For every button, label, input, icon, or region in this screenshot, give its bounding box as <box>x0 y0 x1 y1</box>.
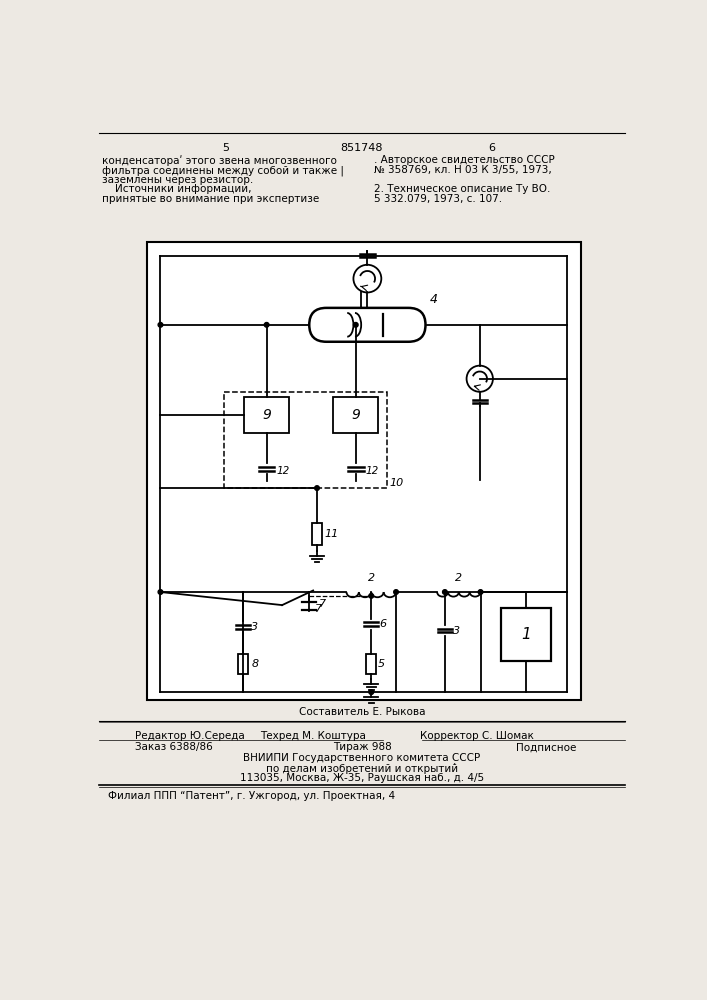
Text: 12: 12 <box>276 466 290 476</box>
Bar <box>238 654 248 674</box>
Text: Составитель Е. Рыкова: Составитель Е. Рыкова <box>298 707 425 717</box>
Text: 2: 2 <box>455 573 462 583</box>
Text: заземлены через резистор.: заземлены через резистор. <box>102 175 253 185</box>
Text: 5: 5 <box>378 659 385 669</box>
Bar <box>501 608 551 661</box>
Text: 851748: 851748 <box>341 143 383 153</box>
Circle shape <box>394 590 398 594</box>
Text: 9: 9 <box>262 408 271 422</box>
Text: 1: 1 <box>521 627 531 642</box>
Text: Источники информации,: Источники информации, <box>102 184 251 194</box>
Bar <box>146 242 580 700</box>
Text: 7: 7 <box>315 604 322 614</box>
Circle shape <box>443 590 448 594</box>
Text: 9: 9 <box>351 408 360 422</box>
Text: Техред М. Коштура: Техред М. Коштура <box>260 731 366 741</box>
Bar <box>366 654 376 674</box>
Text: 3: 3 <box>251 622 258 632</box>
Circle shape <box>369 690 373 694</box>
Circle shape <box>478 590 483 594</box>
Text: 6: 6 <box>379 619 386 629</box>
Text: принятые во внимание при экспертизе: принятые во внимание при экспертизе <box>102 194 319 204</box>
Circle shape <box>354 323 358 327</box>
Text: 2: 2 <box>368 573 375 583</box>
Text: Подписное: Подписное <box>516 742 577 752</box>
Text: . Авторское свидетельство СССР: . Авторское свидетельство СССР <box>373 155 554 165</box>
Bar <box>312 523 322 545</box>
Circle shape <box>315 486 320 490</box>
Text: фильтра соединены между собой и также |: фильтра соединены между собой и также | <box>102 165 344 176</box>
Text: по делам изобретений и открытий̀: по делам изобретений и открытий̀ <box>266 763 458 774</box>
Text: 11: 11 <box>325 529 339 539</box>
Text: 3: 3 <box>452 626 460 636</box>
Text: 10: 10 <box>389 478 403 488</box>
Bar <box>244 397 289 433</box>
Text: 5 332.079, 1973, с. 107.: 5 332.079, 1973, с. 107. <box>373 194 502 204</box>
Text: 6: 6 <box>488 143 495 153</box>
Circle shape <box>158 323 163 327</box>
Text: 113035, Москва, Ж-35, Раушская наб., д. 4/5: 113035, Москва, Ж-35, Раушская наб., д. … <box>240 773 484 783</box>
Text: 2. Техническое описание Ту ВО.: 2. Техническое описание Ту ВО. <box>373 184 550 194</box>
Text: конденсатораʹ этого звена многозвенного: конденсатораʹ этого звена многозвенного <box>102 155 337 166</box>
Circle shape <box>369 594 373 598</box>
Circle shape <box>467 366 493 392</box>
Text: 8: 8 <box>251 659 258 669</box>
Text: Филиал ППП “Патент”, г. Ужгород, ул. Проектная, 4: Филиал ППП “Патент”, г. Ужгород, ул. Про… <box>107 791 395 801</box>
Bar <box>224 392 387 488</box>
Text: Корректор С. Шомак: Корректор С. Шомак <box>420 731 534 741</box>
Circle shape <box>158 590 163 594</box>
Text: 5: 5 <box>222 143 229 153</box>
Text: № 358769, кл. Н 03 К 3/55, 1973,: № 358769, кл. Н 03 К 3/55, 1973, <box>373 165 551 175</box>
Text: Заказ 6388/86: Заказ 6388/86 <box>135 742 213 752</box>
Circle shape <box>354 265 381 292</box>
Circle shape <box>264 323 269 327</box>
Text: Редактор Ю.Середа: Редактор Ю.Середа <box>135 731 245 741</box>
FancyBboxPatch shape <box>309 308 426 342</box>
Bar <box>333 397 378 433</box>
Text: 4: 4 <box>429 293 438 306</box>
Text: ВНИИПИ Государственного комитета СССР: ВНИИПИ Государственного комитета СССР <box>243 753 481 763</box>
Text: 7: 7 <box>319 599 326 609</box>
Text: Тираж 988: Тираж 988 <box>332 742 392 752</box>
Text: 12: 12 <box>366 466 379 476</box>
